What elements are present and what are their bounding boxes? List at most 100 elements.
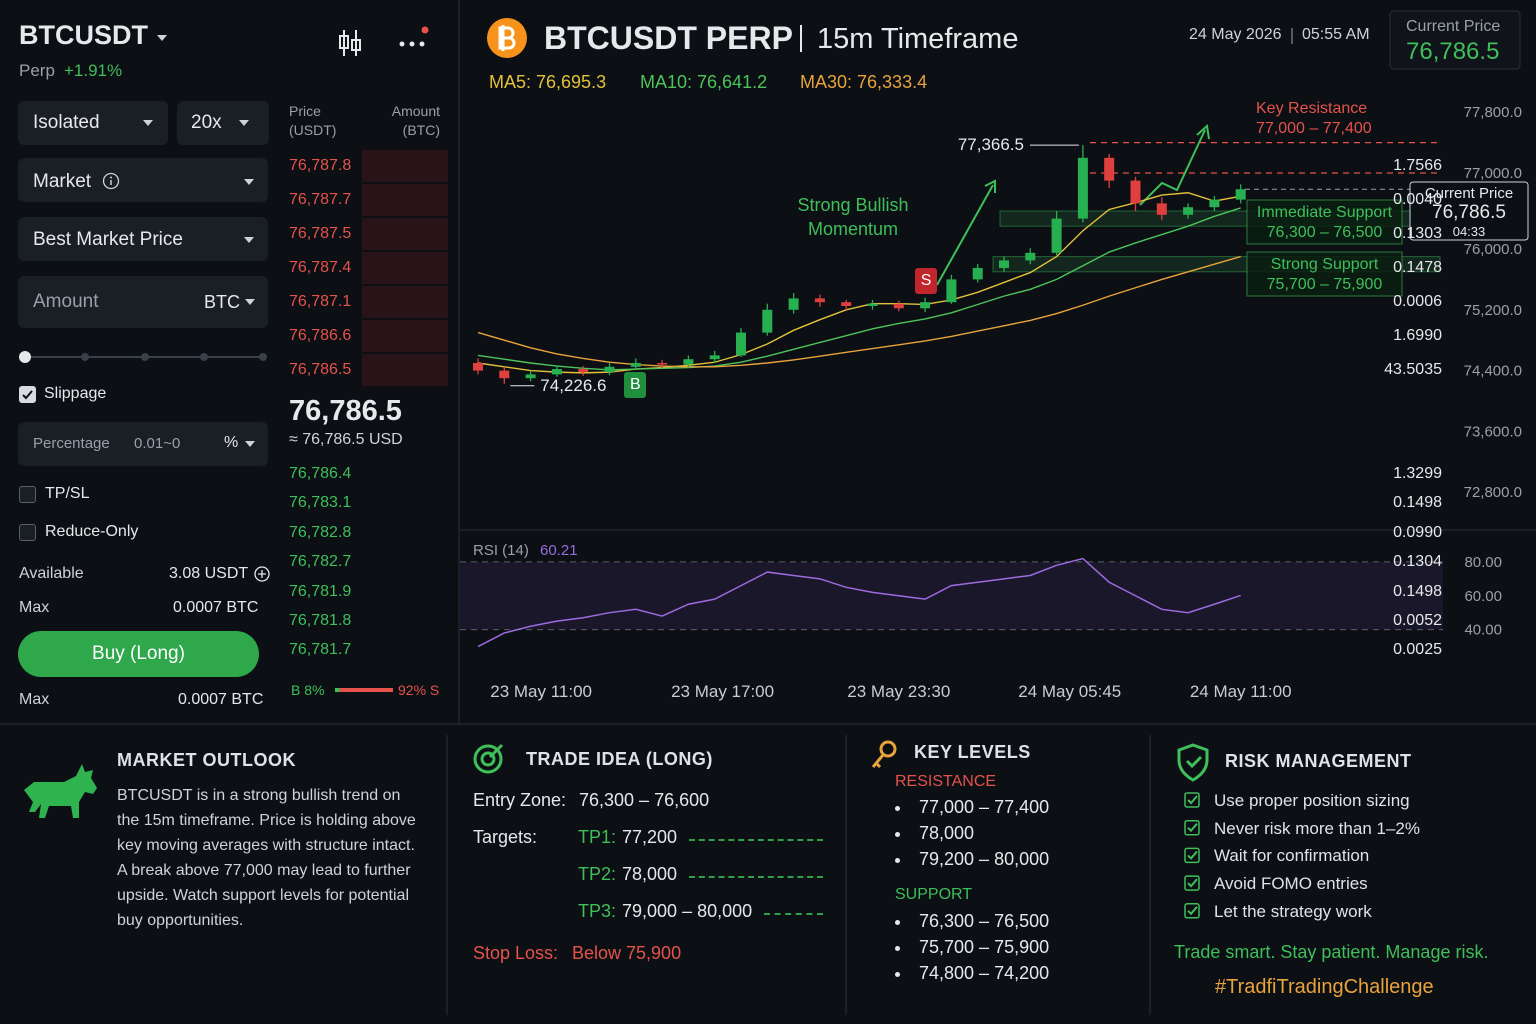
candle-body: [1130, 180, 1141, 204]
target-dash: [689, 838, 823, 841]
current-price-value: 76,786.5: [1432, 202, 1506, 223]
slippage-label: Slippage: [44, 385, 107, 402]
current-price-title: Current Price: [1424, 185, 1514, 202]
y-tick-label: 77,800.0: [1464, 104, 1522, 121]
ask-price[interactable]: 76,787.8: [289, 157, 352, 174]
ask-price[interactable]: 76,786.6: [289, 327, 352, 344]
target-value: 78,000: [622, 864, 678, 884]
candle-body: [499, 370, 510, 379]
hashtag[interactable]: #TradfiTradingChallenge: [1215, 976, 1434, 998]
ask-amount: 0.0040: [1393, 191, 1442, 208]
amount-unit[interactable]: BTC: [204, 292, 240, 312]
ma-line: [477, 192, 1241, 374]
ask-depth: [362, 320, 448, 352]
signal-marker: S: [915, 267, 938, 294]
info-icon: [102, 172, 120, 190]
buy-button-label[interactable]: Buy (Long): [92, 643, 185, 664]
candle-body: [1235, 189, 1246, 200]
max-label: Max: [19, 691, 50, 708]
entry-value: 76,300 – 76,600: [579, 790, 710, 810]
leverage-select[interactable]: [177, 101, 269, 145]
rsi-title: RSI (14): [473, 542, 529, 559]
bid-price[interactable]: 76,782.8: [289, 523, 352, 541]
bid-price[interactable]: 76,783.1: [289, 494, 352, 512]
chart-title: BTCUSDT PERP: [544, 20, 793, 56]
target-dash: [689, 875, 823, 878]
amount-input[interactable]: [18, 276, 268, 328]
ask-depth: [362, 150, 448, 182]
candle-body: [551, 369, 562, 375]
check-icon: [1184, 792, 1200, 808]
ask-price[interactable]: 76,787.5: [289, 225, 352, 242]
zone-title: Key Resistance: [1256, 100, 1368, 117]
ask-price[interactable]: 76,787.4: [289, 259, 352, 276]
panel-title: TRADE IDEA (LONG): [526, 749, 713, 769]
ask-price[interactable]: 76,787.1: [289, 293, 352, 310]
target-value: 79,000 – 80,000: [622, 901, 753, 921]
y-tick-label: 60.00: [1464, 588, 1502, 605]
more-icon[interactable]: [399, 26, 429, 47]
add-icon[interactable]: [253, 565, 271, 583]
candle-body: [999, 260, 1009, 268]
bid-amount: 0.1498: [1393, 582, 1442, 600]
bid-price[interactable]: 76,781.8: [289, 612, 352, 629]
sell-ratio: 92% S: [398, 682, 440, 698]
x-tick-label: 24 May 05:45: [1018, 682, 1121, 701]
target-name: TP1:: [578, 827, 617, 847]
candles-icon[interactable]: [339, 30, 361, 56]
bid-price[interactable]: 76,786.4: [289, 465, 352, 482]
zone-label-box: [1246, 251, 1403, 297]
timeframe[interactable]: 15m Timeframe: [817, 23, 1019, 55]
slider-step: [141, 353, 149, 361]
checkbox-checked[interactable]: [19, 386, 36, 403]
price-header: Price (USDT): [289, 103, 337, 138]
ma-legend: MA10: 76,641.2: [640, 72, 768, 92]
slider-knob[interactable]: [19, 351, 31, 363]
buy-button[interactable]: [18, 631, 259, 677]
ask-price[interactable]: 76,786.5: [289, 361, 352, 378]
last-price: 76,786.5: [289, 395, 402, 427]
symbol[interactable]: BTCUSDT: [19, 20, 148, 50]
current-price: 76,786.5: [1406, 38, 1500, 65]
bid-amount: 1.3299: [1393, 465, 1442, 482]
bid-price[interactable]: 76,782.7: [289, 553, 352, 571]
target-row: TP2: 78,000: [578, 864, 823, 885]
target-icon: [473, 743, 504, 774]
caret[interactable]: [157, 35, 167, 41]
level-item: 76,300 – 76,500: [895, 911, 1049, 932]
target-name: TP2:: [578, 864, 617, 884]
check-mark: [1187, 878, 1198, 888]
target-value: 77,200: [622, 827, 678, 847]
signal-marker: B: [624, 371, 647, 398]
market-type: Perp: [19, 61, 55, 80]
checkbox[interactable]: [19, 524, 36, 541]
bid-price[interactable]: 76,781.9: [289, 582, 352, 600]
risk-item: Never risk more than 1–2%: [1214, 818, 1420, 838]
slider-step: [259, 353, 267, 361]
caret: [245, 441, 255, 447]
price-select[interactable]: [18, 217, 268, 261]
bid-price[interactable]: 76,781.7: [289, 641, 352, 659]
candle-body: [657, 363, 668, 365]
zone-range: 75,700 – 75,900: [1266, 276, 1383, 293]
bitcoin-icon: [487, 18, 527, 58]
check-mark: [1187, 850, 1198, 860]
zone-title: Strong Support: [1270, 256, 1379, 273]
bid-amount: 0.0025: [1393, 641, 1442, 659]
check-mark: [1187, 823, 1198, 833]
x-tick-label: 23 May 17:00: [671, 682, 774, 701]
stop-value: Below 75,900: [572, 943, 682, 963]
candle-body: [1183, 207, 1194, 215]
percentage-input[interactable]: [18, 422, 268, 466]
candle-body: [920, 302, 931, 309]
order-type-select[interactable]: [18, 158, 268, 202]
checkbox[interactable]: [19, 486, 36, 503]
target-row: TP3: 79,000 – 80,000: [578, 901, 823, 922]
ask-depth: [362, 252, 448, 284]
ask-price[interactable]: 76,787.7: [289, 191, 352, 208]
level-item: 75,700 – 75,900: [895, 937, 1049, 958]
panel-title: MARKET OUTLOOK: [117, 750, 296, 770]
candle-body: [1156, 203, 1167, 215]
